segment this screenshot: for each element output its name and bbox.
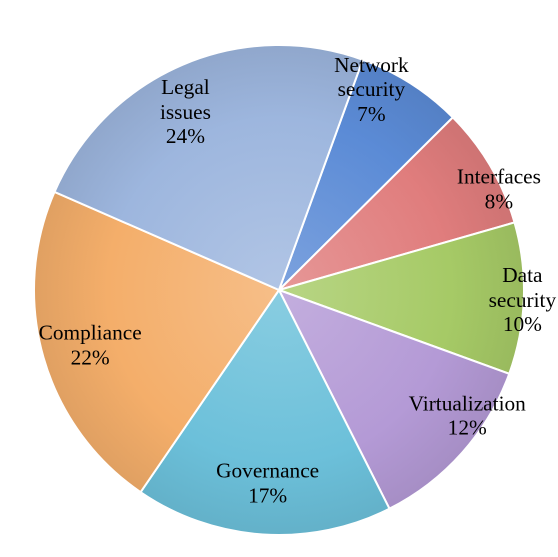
pie-svg — [0, 0, 558, 557]
pie-chart: Networksecurity7%Interfaces8%Datasecurit… — [0, 0, 558, 557]
